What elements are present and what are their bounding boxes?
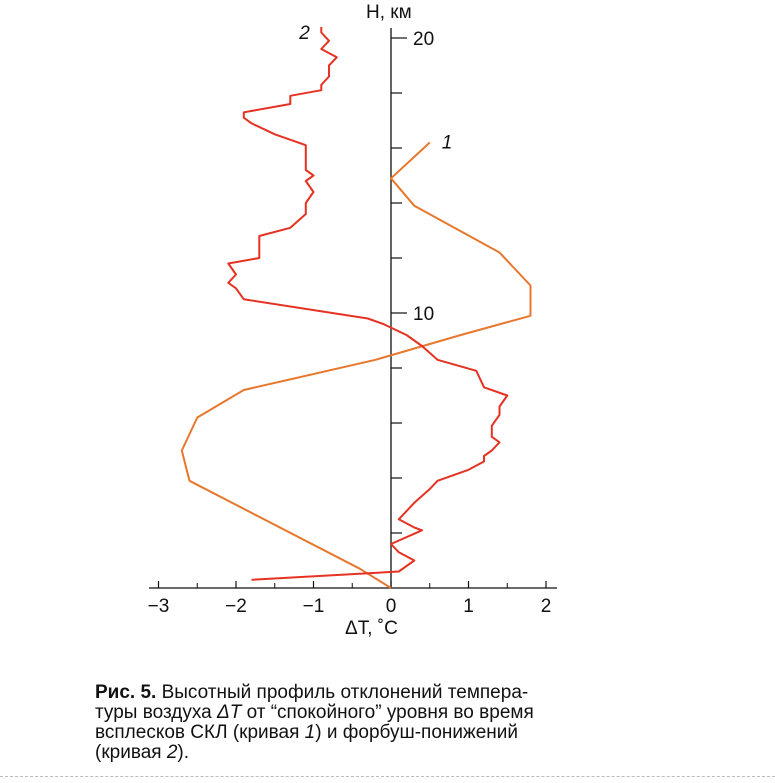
caption-text-7: ). — [177, 742, 190, 763]
caption-text-5: ) и форбуш-понижений — [315, 722, 519, 743]
x-tick-label: 0 — [386, 596, 397, 617]
curves — [180, 27, 532, 589]
page-bottom-rule — [0, 776, 775, 777]
x-tick-label: −3 — [148, 596, 170, 617]
caption-text-3: от “спокойного” уровня во время — [241, 702, 534, 723]
caption-curve-1: 1 — [304, 722, 316, 743]
figure-caption: Рис. 5. Высотный профиль отклонений темп… — [95, 683, 635, 763]
caption-text-6: (кривая — [95, 742, 167, 763]
x-tick-label: −2 — [225, 596, 247, 617]
series-line-1 — [180, 141, 532, 589]
y-tick-label: 20 — [413, 29, 434, 50]
y-tick-label: 10 — [413, 304, 434, 325]
caption-label: Рис. 5. — [95, 682, 157, 703]
series-line-2 — [227, 27, 509, 581]
x-tick-label: 2 — [541, 596, 552, 617]
caption-symbol: ΔT — [216, 702, 242, 723]
caption-text-1: Высотный профиль отклонений темпера- — [156, 682, 529, 703]
caption-text-4: всплесков СКЛ (кривая — [95, 722, 305, 743]
curve-label-2: 2 — [298, 23, 310, 44]
curve-labels: 12 — [298, 23, 452, 154]
y-axis-title: H, км — [366, 2, 412, 23]
caption-curve-2: 2 — [166, 742, 178, 763]
x-tick-label: −1 — [303, 596, 325, 617]
x-tick-label: 1 — [463, 596, 474, 617]
ticks: −3 −2 −1 0 1 2 10 20 — [148, 29, 552, 617]
curve-label-1: 1 — [442, 133, 453, 154]
x-axis-title: ΔT, ˚C — [345, 618, 398, 639]
axes: H, км ΔT, ˚C — [149, 2, 557, 639]
caption-text-2: туры воздуха — [95, 702, 217, 723]
